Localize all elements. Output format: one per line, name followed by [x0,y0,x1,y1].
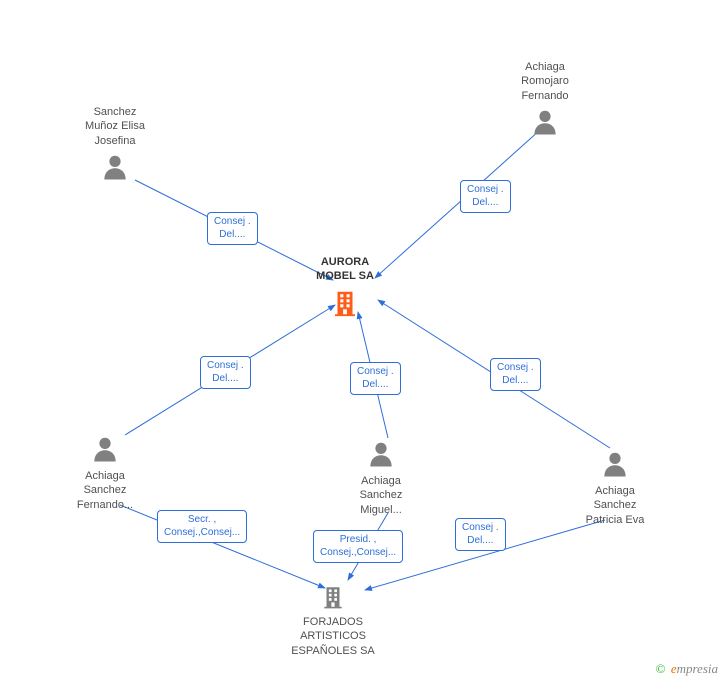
node-label: Achiaga Romojaro Fernando [500,60,590,103]
node-label: AURORA MOBEL SA [300,255,390,284]
watermark: © empresia [656,661,718,677]
person-icon [336,439,426,474]
person-node[interactable]: Achiaga Sanchez Patricia Eva [570,445,660,527]
node-label: FORJADOS ARTISTICOS ESPAÑOLES SA [288,615,378,658]
person-node[interactable]: Achiaga Romojaro Fernando [500,60,590,142]
edge-label: Consej . Del.... [207,212,258,245]
person-icon [500,107,590,142]
person-icon [570,449,660,484]
edge-label-text: Consej . Del.... [462,522,499,546]
person-node[interactable]: Achiaga Sanchez Miguel... [336,435,426,517]
edge-label-text: Consej . Del.... [357,366,394,390]
node-label: Achiaga Sanchez Fernando... [60,469,150,512]
node-label: Achiaga Sanchez Miguel... [336,474,426,517]
edge-label: Consej . Del.... [200,356,251,389]
edge-label: Secr. , Consej.,Consej... [157,510,247,543]
edge-line [375,130,540,278]
company-node[interactable]: AURORA MOBEL SA [300,255,390,323]
edge-label-text: Consej . Del.... [467,184,504,208]
edge-label: Consej . Del.... [455,518,506,551]
edge-label-text: Consej . Del.... [214,216,251,240]
node-label: Sanchez Muñoz Elisa Josefina [70,105,160,148]
copyright-symbol: © [656,661,666,676]
edge-label-text: Consej . Del.... [207,360,244,384]
diagram-canvas: Consej . Del.... Consej . Del.... Consej .… [0,0,728,685]
edge-label: Consej . Del.... [460,180,511,213]
person-icon [70,152,160,187]
edge-label: Consej . Del.... [490,358,541,391]
edge-label-text: Presid. , Consej.,Consej... [320,534,396,558]
company-node[interactable]: FORJADOS ARTISTICOS ESPAÑOLES SA [288,580,378,658]
edge-label-text: Secr. , Consej.,Consej... [164,514,240,538]
edge-label: Presid. , Consej.,Consej... [313,530,403,563]
node-label: Achiaga Sanchez Patricia Eva [570,484,660,527]
watermark-text: mpresia [677,661,718,676]
building-icon [288,584,378,615]
person-icon [60,434,150,469]
person-node[interactable]: Sanchez Muñoz Elisa Josefina [70,105,160,187]
edge-label-text: Consej . Del.... [497,362,534,386]
person-node[interactable]: Achiaga Sanchez Fernando... [60,430,150,512]
building-icon [300,288,390,323]
edge-label: Consej . Del.... [350,362,401,395]
